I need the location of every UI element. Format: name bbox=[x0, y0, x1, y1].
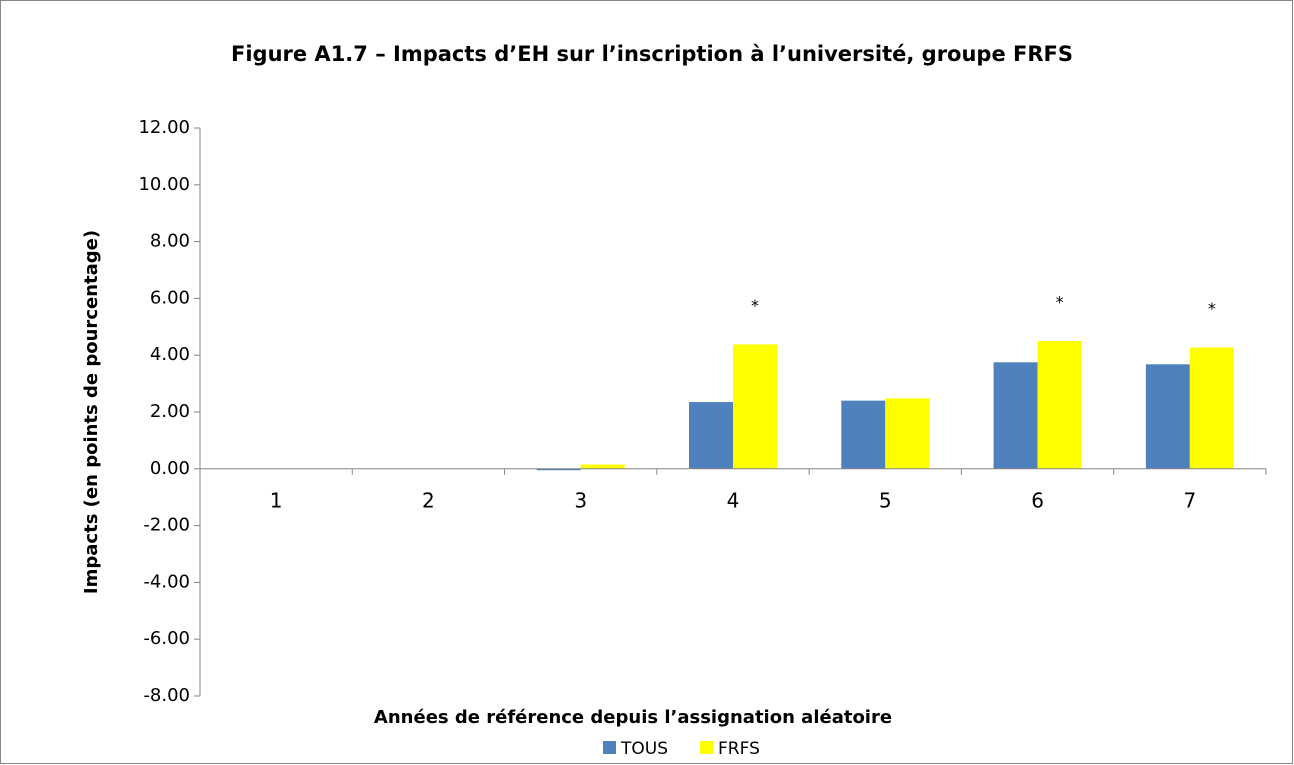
y-tick-label: 0.00 bbox=[150, 458, 190, 479]
y-tick-label: 12.00 bbox=[138, 117, 190, 138]
bar bbox=[689, 402, 733, 469]
bar bbox=[733, 344, 777, 469]
bar bbox=[993, 362, 1038, 469]
y-tick-label: 2.00 bbox=[150, 401, 190, 422]
legend-label: TOUS bbox=[620, 739, 668, 759]
y-tick-label: -2.00 bbox=[143, 515, 190, 536]
legend-swatch bbox=[603, 741, 616, 754]
annotation: * bbox=[1208, 299, 1216, 318]
x-tick-label: 1 bbox=[270, 488, 283, 512]
y-tick-label: 4.00 bbox=[150, 344, 190, 365]
y-tick-label: -4.00 bbox=[143, 571, 190, 592]
bar bbox=[841, 400, 886, 469]
bar bbox=[1145, 364, 1190, 469]
annotation: * bbox=[1056, 293, 1064, 312]
bar bbox=[885, 398, 930, 469]
y-tick-label: -6.00 bbox=[143, 628, 190, 649]
y-axis-label: Impacts (en points de pourcentage) bbox=[81, 230, 102, 594]
bar bbox=[536, 468, 581, 471]
y-tick-label: 8.00 bbox=[150, 231, 190, 252]
y-tick-label: 6.00 bbox=[150, 287, 190, 308]
y-tick-label: -8.00 bbox=[143, 685, 190, 706]
chart-title: Figure A1.7 – Impacts d’EH sur l’inscrip… bbox=[231, 42, 1073, 66]
bar bbox=[580, 464, 625, 469]
legend-swatch bbox=[700, 741, 713, 754]
bar bbox=[1037, 341, 1082, 469]
x-tick-label: 3 bbox=[574, 488, 587, 512]
x-tick-label: 5 bbox=[879, 488, 892, 512]
y-tick-label: 10.00 bbox=[138, 174, 190, 195]
x-axis-label: Années de référence depuis l’assignation… bbox=[374, 707, 892, 728]
x-tick-label: 2 bbox=[422, 488, 435, 512]
annotation: * bbox=[751, 296, 759, 315]
bar bbox=[1189, 347, 1234, 469]
x-tick-label: 6 bbox=[1031, 488, 1044, 512]
legend-label: FRFS bbox=[718, 739, 760, 759]
x-tick-label: 4 bbox=[727, 488, 740, 512]
x-tick-label: 7 bbox=[1183, 488, 1196, 512]
